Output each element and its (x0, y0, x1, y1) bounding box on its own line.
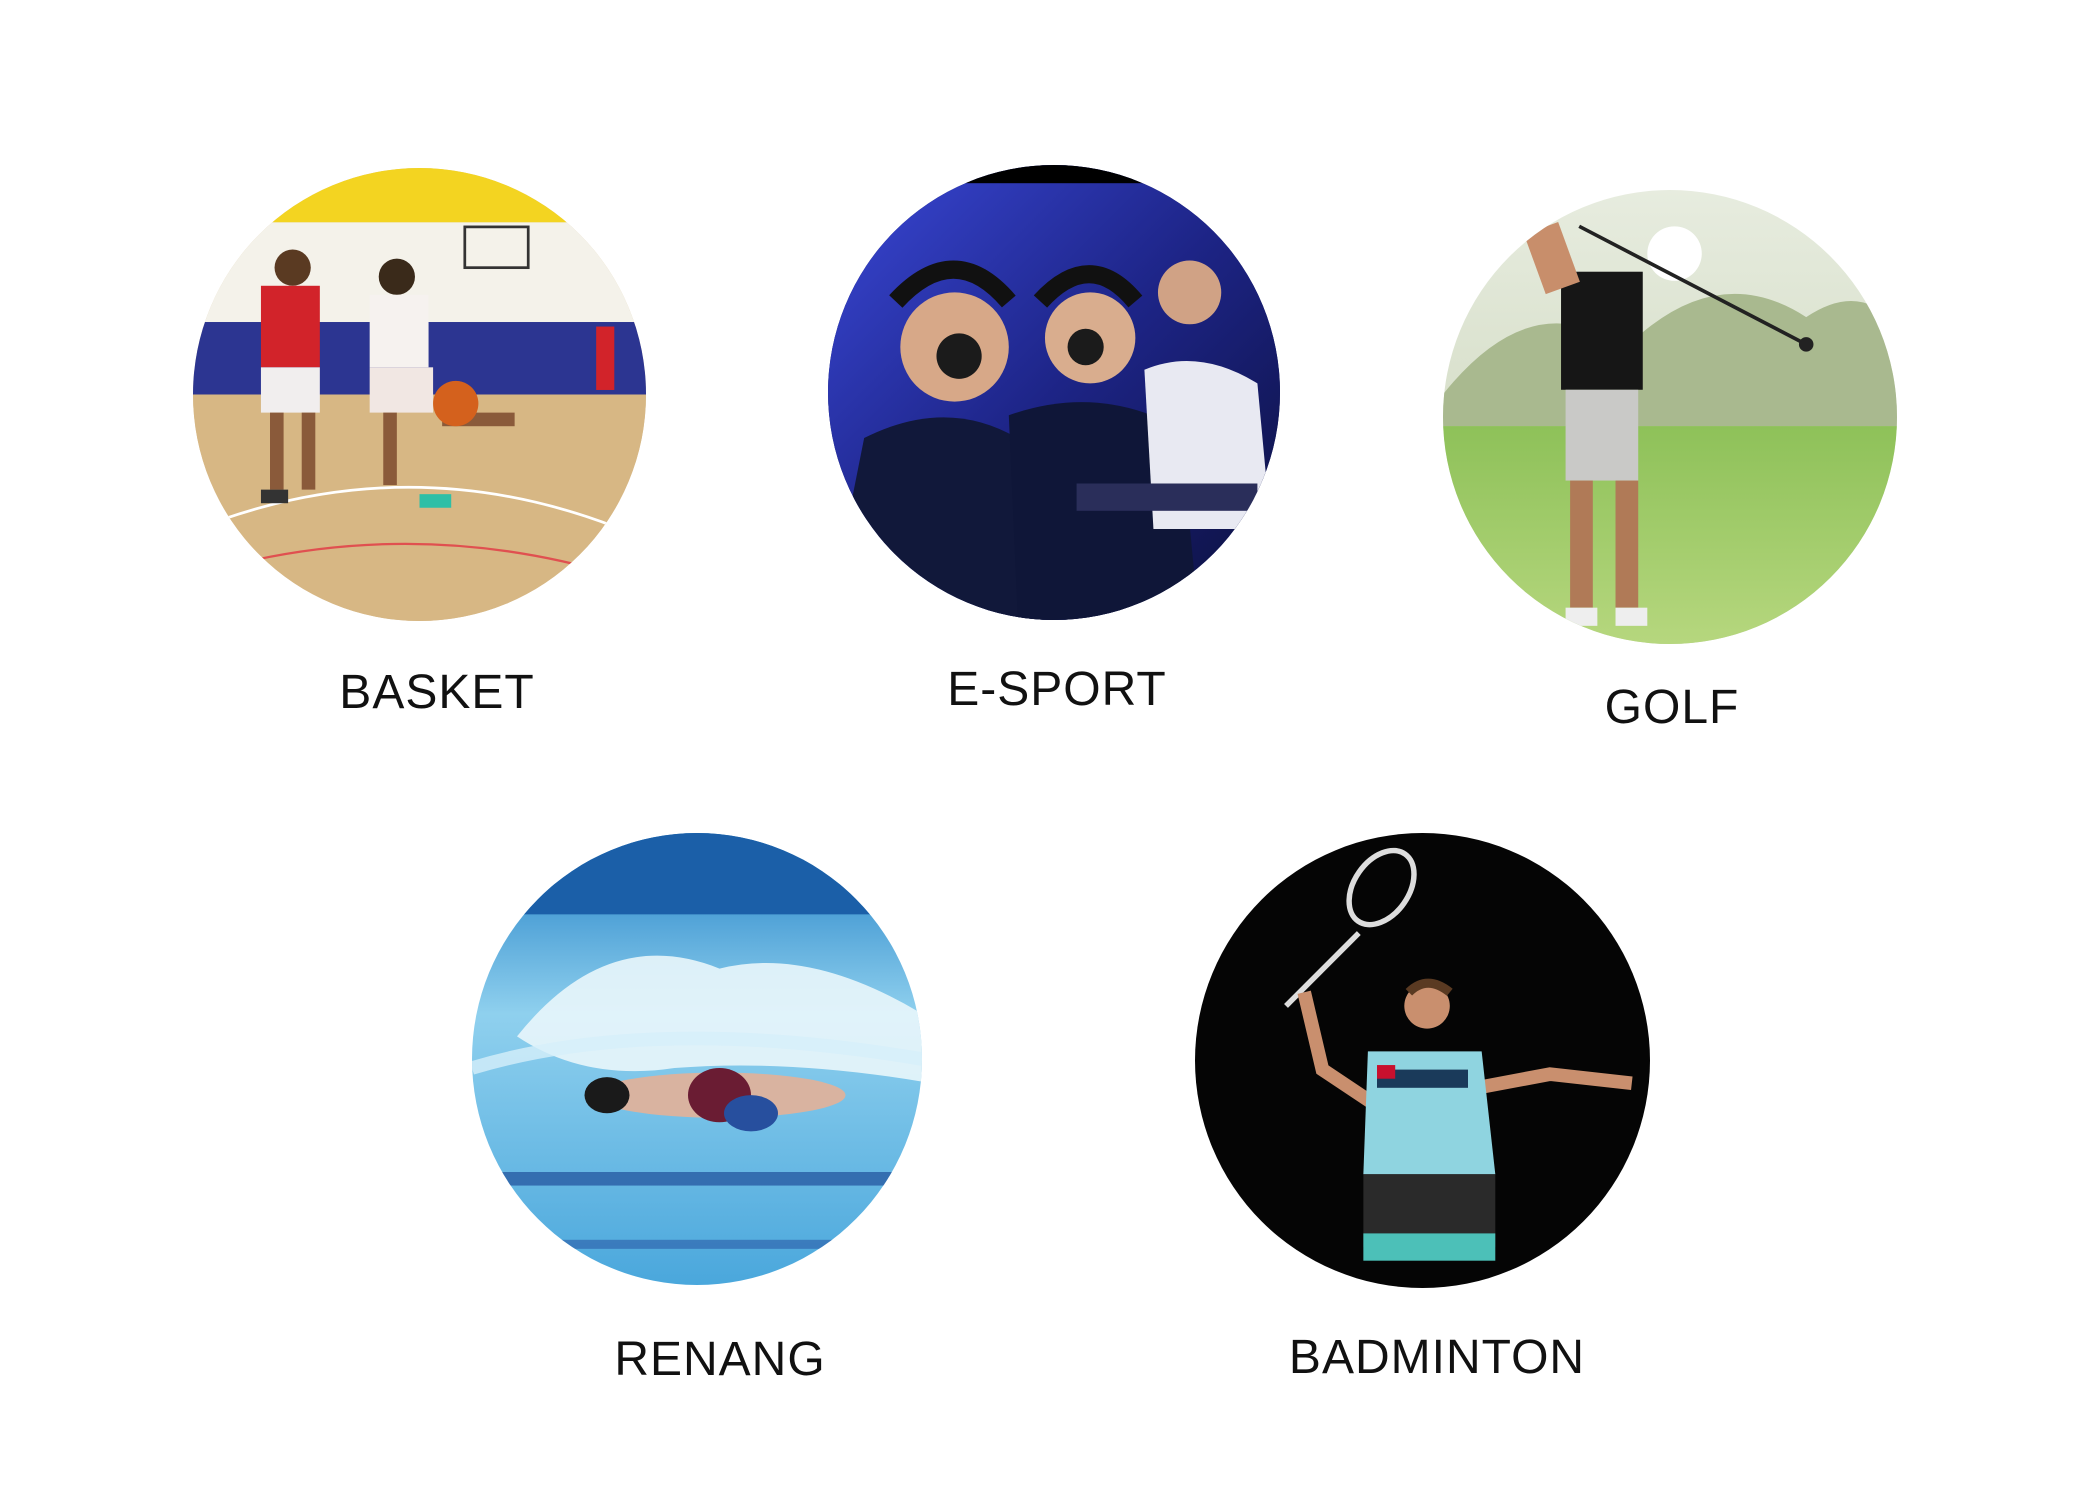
sport-label-esport: E-SPORT (947, 663, 1167, 716)
sport-label-renang: RENANG (614, 1333, 826, 1386)
badminton-photo (1195, 833, 1650, 1288)
basketball-photo (193, 168, 646, 621)
esport-photo (828, 165, 1280, 620)
swimming-photo (472, 833, 922, 1285)
golf-photo (1443, 190, 1897, 644)
sport-label-badminton: BADMINTON (1288, 1331, 1586, 1384)
sport-label-golf: GOLF (1604, 681, 1740, 734)
sport-label-basket: BASKET (339, 666, 535, 719)
